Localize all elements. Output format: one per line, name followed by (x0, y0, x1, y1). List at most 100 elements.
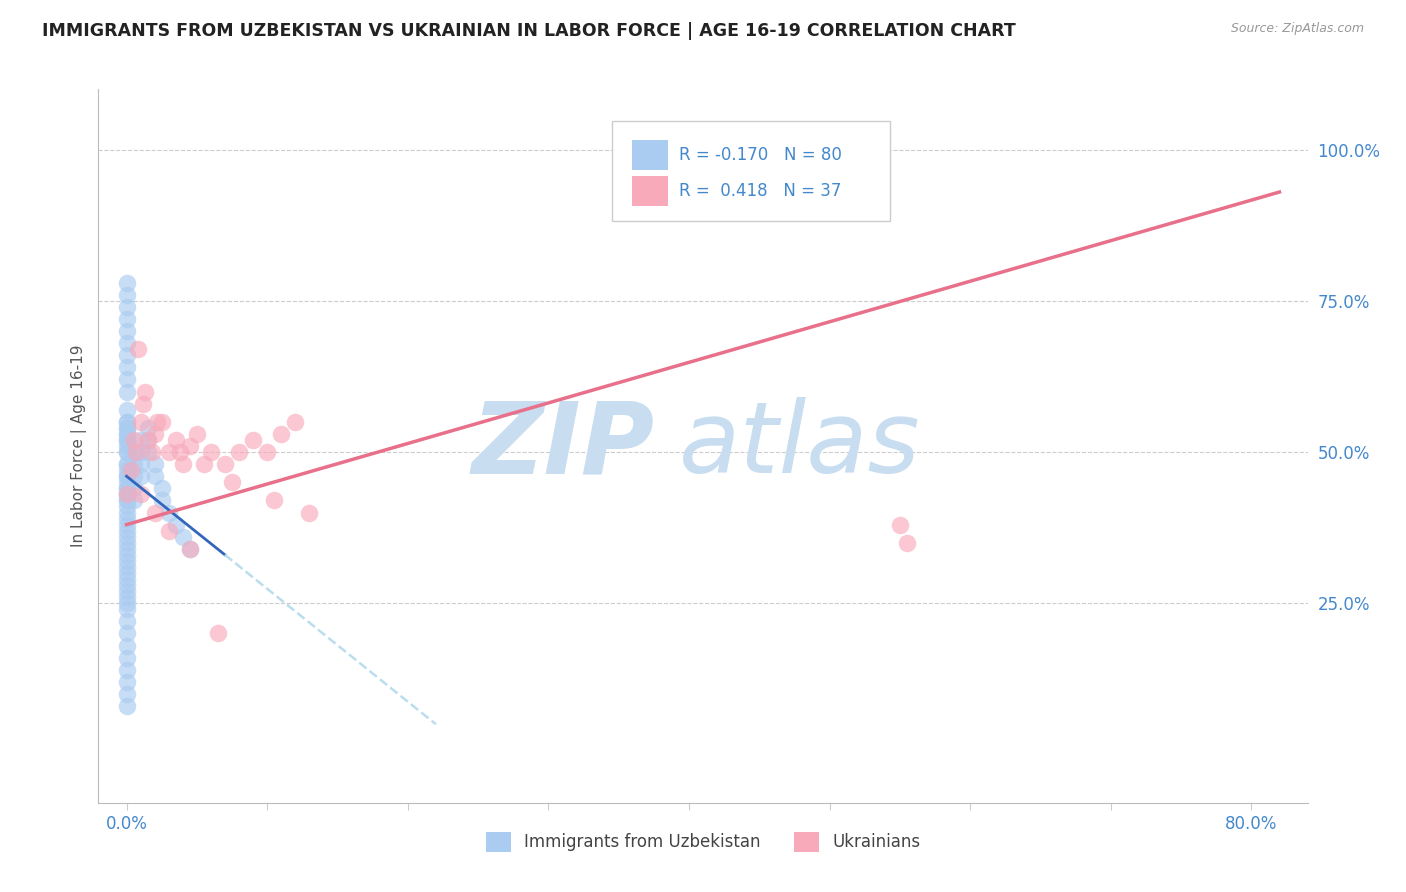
Point (150, 493, 173, 508)
Text: IMMIGRANTS FROM UZBEKISTAN VS UKRAINIAN IN LABOR FORCE | AGE 16-19 CORRELATION C: IMMIGRANTS FROM UZBEKISTAN VS UKRAINIAN … (42, 22, 1017, 40)
Point (172, 530, 194, 544)
Point (132, 397, 155, 411)
Point (115, 572, 138, 586)
Point (115, 312, 138, 326)
Point (115, 487, 138, 501)
Point (221, 475, 243, 490)
Point (115, 445, 138, 459)
Point (122, 493, 145, 508)
Point (134, 384, 156, 399)
Point (115, 348, 138, 362)
Point (115, 300, 138, 314)
Point (136, 421, 159, 435)
Point (115, 511, 138, 525)
Point (115, 487, 138, 501)
Point (136, 445, 159, 459)
Point (115, 493, 138, 508)
Point (115, 469, 138, 483)
Point (115, 433, 138, 447)
Point (129, 445, 152, 459)
Y-axis label: In Labor Force | Age 16-19: In Labor Force | Age 16-19 (72, 344, 87, 548)
Point (115, 590, 138, 604)
Text: R = -0.170   N = 80: R = -0.170 N = 80 (679, 146, 842, 164)
Point (115, 475, 138, 490)
Point (157, 445, 180, 459)
Point (125, 445, 148, 459)
Point (115, 535, 138, 549)
Text: R =  0.418   N = 37: R = 0.418 N = 37 (679, 182, 841, 200)
Point (122, 445, 145, 459)
Point (115, 457, 138, 471)
Point (115, 517, 138, 532)
Point (263, 493, 285, 508)
Point (115, 421, 138, 435)
Point (136, 433, 159, 447)
Point (115, 615, 138, 629)
Point (179, 541, 201, 556)
Point (150, 415, 173, 429)
Point (122, 433, 145, 447)
Point (115, 402, 138, 417)
Point (228, 445, 250, 459)
Point (115, 650, 138, 665)
Point (115, 439, 138, 453)
Point (115, 566, 138, 580)
FancyBboxPatch shape (613, 121, 890, 221)
Point (120, 463, 142, 477)
Point (889, 517, 911, 532)
Point (115, 541, 138, 556)
Point (256, 445, 278, 459)
Point (146, 415, 169, 429)
Point (115, 530, 138, 544)
Point (115, 336, 138, 351)
Point (284, 415, 307, 429)
Point (115, 493, 138, 508)
Point (115, 288, 138, 302)
Point (115, 415, 138, 429)
Point (115, 602, 138, 616)
Point (193, 457, 215, 471)
Point (115, 426, 138, 441)
Point (129, 487, 152, 501)
Point (115, 324, 138, 338)
Point (115, 500, 138, 514)
Point (242, 433, 264, 447)
Point (270, 426, 292, 441)
Point (141, 445, 163, 459)
Point (143, 506, 166, 520)
Point (115, 384, 138, 399)
Point (115, 578, 138, 592)
Point (115, 372, 138, 386)
Point (115, 596, 138, 610)
Point (115, 481, 138, 495)
Point (214, 457, 236, 471)
Point (115, 674, 138, 689)
Point (122, 481, 145, 495)
Point (129, 433, 152, 447)
Legend: Immigrants from Uzbekistan, Ukrainians: Immigrants from Uzbekistan, Ukrainians (479, 825, 927, 859)
Point (122, 469, 145, 483)
Point (127, 343, 149, 357)
Point (115, 426, 138, 441)
Point (169, 445, 191, 459)
Point (165, 517, 187, 532)
Point (115, 463, 138, 477)
Point (200, 445, 222, 459)
Text: ZIP: ZIP (471, 398, 655, 494)
Point (157, 524, 180, 538)
Point (115, 421, 138, 435)
Text: atlas: atlas (679, 398, 921, 494)
Point (115, 433, 138, 447)
Point (115, 481, 138, 495)
Point (115, 360, 138, 375)
FancyBboxPatch shape (631, 176, 668, 205)
Text: Source: ZipAtlas.com: Source: ZipAtlas.com (1230, 22, 1364, 36)
Point (115, 639, 138, 653)
Point (115, 415, 138, 429)
Point (298, 506, 321, 520)
Point (115, 554, 138, 568)
Point (207, 626, 229, 640)
Point (129, 415, 152, 429)
Point (143, 457, 166, 471)
Point (115, 687, 138, 701)
